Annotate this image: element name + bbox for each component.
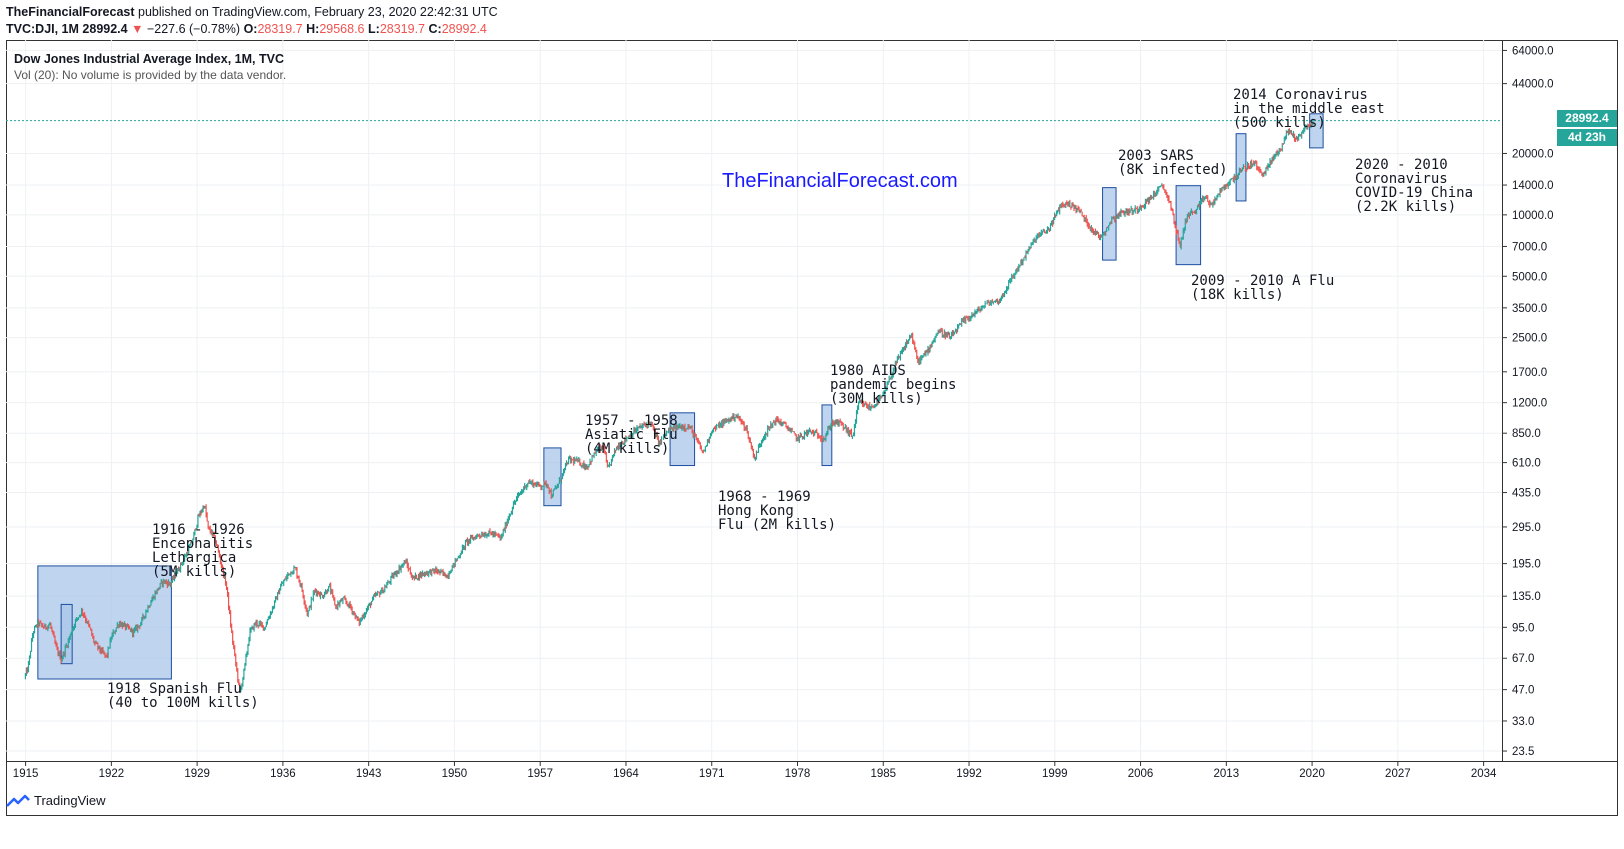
tradingview-logo-icon	[6, 794, 30, 807]
event-highlight-box	[669, 412, 696, 467]
y-tick-label: 850.0	[1512, 428, 1541, 440]
grid	[6, 40, 1502, 761]
open-value: 28319.7	[257, 22, 303, 36]
y-tick-label: 3500.0	[1512, 303, 1547, 315]
x-tick-label: 1964	[613, 768, 639, 780]
y-tick-label: 64000.0	[1512, 45, 1554, 57]
x-tick-label: 1950	[442, 768, 468, 780]
y-tick-label: 67.0	[1512, 653, 1534, 665]
time-axis[interactable]: 1915 1922 1929 1936 1943 1950 1957 1964 1971 1978…	[13, 761, 1497, 780]
brand-label: TradingView	[34, 793, 106, 808]
annotation-asiatic-flu: 1957 - 1958 Asiatic Flu (4M kills)	[585, 413, 678, 457]
x-tick-label: 1971	[699, 768, 725, 780]
x-tick-label: 1929	[184, 768, 210, 780]
event-highlight-box	[37, 565, 172, 680]
y-tick-label: 2500.0	[1512, 333, 1547, 345]
y-tick-label: 7000.0	[1512, 241, 1547, 253]
x-tick-label: 2027	[1385, 768, 1411, 780]
x-tick-label: 1936	[270, 768, 296, 780]
x-tick-label: 1922	[99, 768, 125, 780]
annotation-sars: 2003 SARS (8K infected)	[1118, 148, 1228, 178]
x-tick-label: 1985	[870, 768, 896, 780]
y-tick-label: 14000.0	[1512, 180, 1554, 192]
y-tick-label: 295.0	[1512, 522, 1541, 534]
y-tick-label: 435.0	[1512, 488, 1541, 500]
down-arrow-icon: ▼	[131, 22, 144, 36]
annotation-mers: 2014 Coronavirus in the middle east (500…	[1233, 87, 1385, 131]
event-highlight-box	[543, 447, 562, 507]
change-value: −227.6 (−0.78%)	[146, 22, 241, 36]
site-watermark: TheFinancialForecast.com	[722, 170, 958, 192]
published-line: TheFinancialForecast published on Tradin…	[6, 4, 498, 21]
last-price-badge: 28992.4	[1557, 110, 1617, 127]
annotation-a-flu: 2009 - 2010 A Flu (18K kills)	[1191, 273, 1335, 303]
x-tick-label: 1957	[527, 768, 553, 780]
x-tick-label: 2006	[1128, 768, 1154, 780]
high-value: 29568.6	[319, 22, 365, 36]
y-tick-label: 47.0	[1512, 685, 1534, 697]
volume-note: Vol (20): No volume is provided by the d…	[14, 68, 287, 82]
x-tick-label: 2020	[1299, 768, 1325, 780]
annotation-hong-kong-flu: 1968 - 1969 Hong Kong Flu (2M kills)	[718, 489, 837, 533]
y-tick-label: 44000.0	[1512, 79, 1554, 91]
annotation-covid: 2020 - 2010 Coronavirus COVID-19 China (…	[1355, 157, 1474, 215]
y-tick-label: 95.0	[1512, 622, 1534, 634]
x-tick-label: 1915	[13, 768, 39, 780]
published-text: published on TradingView.com, February 2…	[134, 5, 498, 19]
y-tick-label: 610.0	[1512, 458, 1541, 470]
countdown-badge: 4d 23h	[1557, 129, 1617, 146]
y-tick-label: 10000.0	[1512, 210, 1554, 222]
annotation-encephalitis: 1916 - 1926 Encephalitis Lethargica (5M …	[152, 522, 254, 580]
event-highlight-box	[1175, 185, 1202, 266]
ohlc-line: TVC:DJI, 1M 28992.4 ▼ −227.6 (−0.78%) O:…	[6, 21, 487, 38]
x-tick-label: 1999	[1042, 768, 1068, 780]
x-tick-label: 1943	[356, 768, 382, 780]
chart-border	[6, 40, 1618, 816]
price-chart[interactable]: 64000.0 44000.0 20000.0 14000.0 10000.0 7000.…	[6, 40, 1618, 816]
y-tick-label: 33.0	[1512, 716, 1534, 728]
price-series	[24, 118, 1314, 693]
y-tick-label: 20000.0	[1512, 148, 1554, 160]
event-highlight-box	[1235, 133, 1247, 202]
high-label: H:	[306, 22, 320, 36]
symbol-label: TVC:DJI, 1M	[6, 22, 79, 36]
y-tick-label: 5000.0	[1512, 271, 1547, 283]
close-label: C:	[428, 22, 442, 36]
annotation-spanish-flu: 1918 Spanish Flu (40 to 100M kills)	[107, 681, 259, 711]
low-value: 28319.7	[379, 22, 425, 36]
event-boxes	[37, 113, 1324, 680]
series-title: Dow Jones Industrial Average Index, 1M, …	[14, 52, 284, 66]
annotation-aids: 1980 AIDS pandemic begins (30M kills)	[830, 363, 957, 407]
x-tick-label: 2034	[1471, 768, 1497, 780]
tradingview-brand[interactable]: TradingView	[6, 793, 106, 808]
low-label: L:	[368, 22, 380, 36]
x-tick-label: 2013	[1214, 768, 1240, 780]
y-tick-label: 1200.0	[1512, 398, 1547, 410]
open-label: O:	[243, 22, 258, 36]
last-price: 28992.4	[82, 22, 128, 36]
y-tick-label: 135.0	[1512, 591, 1541, 603]
close-value: 28992.4	[441, 22, 487, 36]
y-tick-label: 1700.0	[1512, 367, 1547, 379]
y-tick-label: 195.0	[1512, 559, 1541, 571]
x-tick-label: 1992	[956, 768, 982, 780]
publisher-name: TheFinancialForecast	[6, 5, 135, 19]
y-tick-label: 23.5	[1512, 746, 1534, 758]
price-axis[interactable]: 64000.0 44000.0 20000.0 14000.0 10000.0 7000.…	[1502, 45, 1554, 758]
x-tick-label: 1978	[785, 768, 811, 780]
